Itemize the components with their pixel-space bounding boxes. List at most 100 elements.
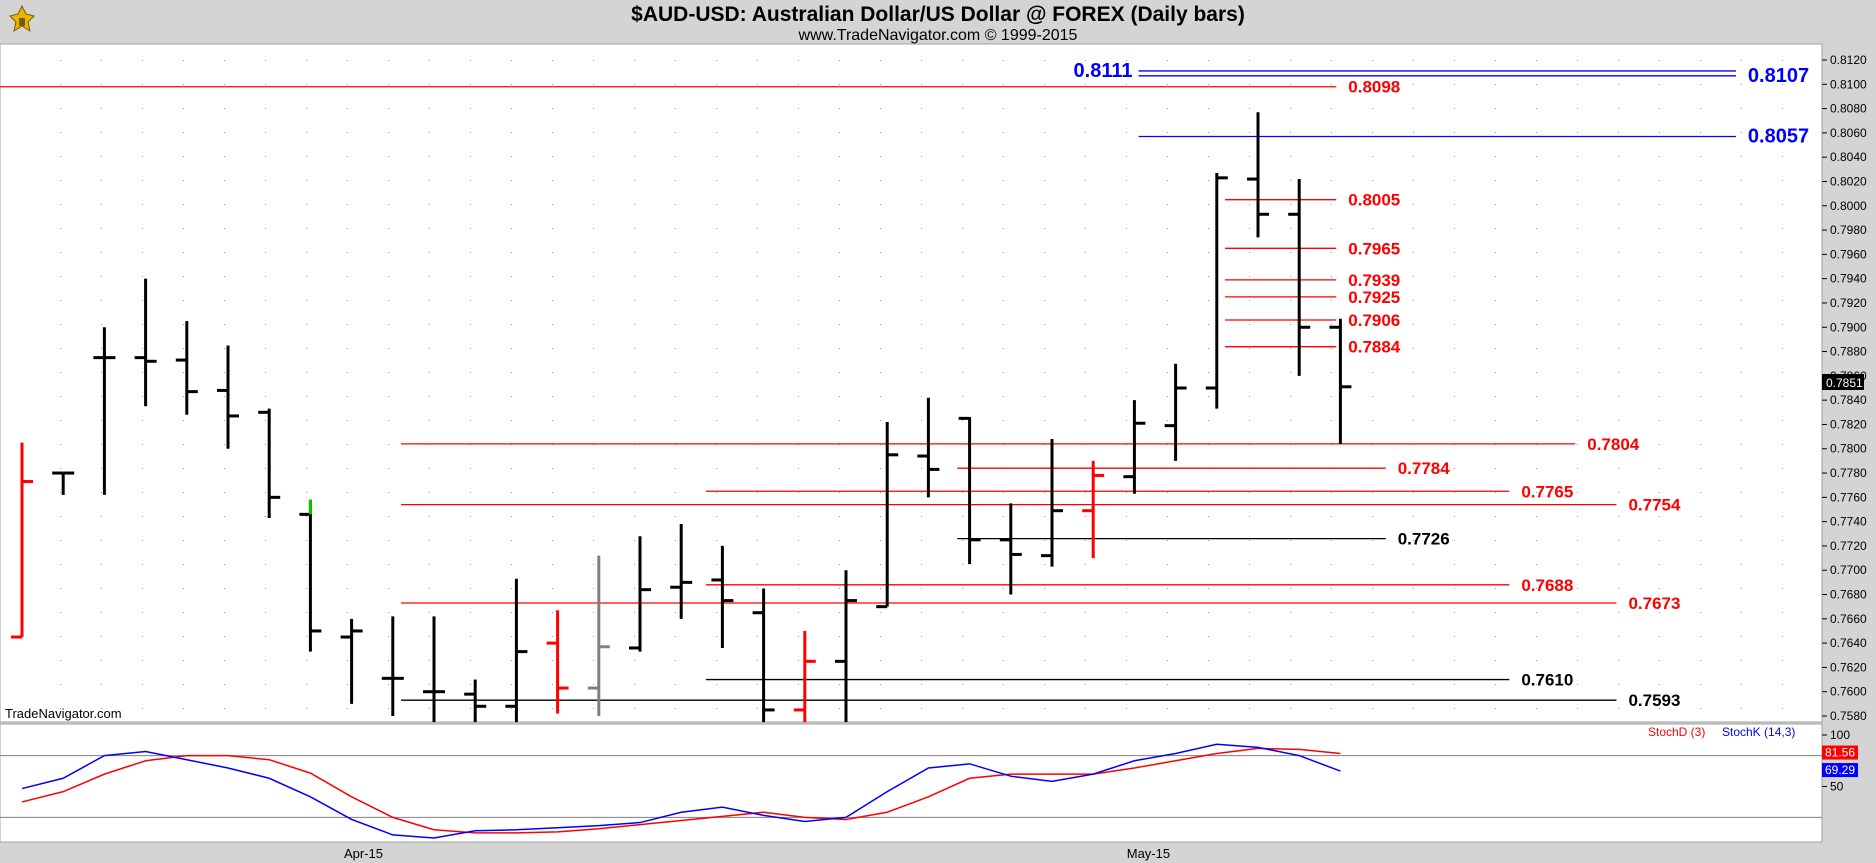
- grid-dot: [388, 324, 389, 325]
- grid-dot: [142, 516, 143, 517]
- grid-dot: [1659, 420, 1660, 421]
- grid-dot: [1044, 60, 1045, 61]
- grid-dot: [60, 660, 61, 661]
- grid-dot: [265, 180, 266, 181]
- grid-dot: [593, 708, 594, 709]
- grid-dot: [634, 228, 635, 229]
- grid-dot: [1495, 348, 1496, 349]
- grid-dot: [470, 492, 471, 493]
- grid-dot: [1495, 300, 1496, 301]
- grid-dot: [224, 156, 225, 157]
- grid-dot: [265, 564, 266, 565]
- grid-dot: [142, 324, 143, 325]
- grid-dot: [675, 708, 676, 709]
- grid-dot: [347, 492, 348, 493]
- grid-dot: [1372, 60, 1373, 61]
- grid-dot: [880, 564, 881, 565]
- grid-dot: [388, 420, 389, 421]
- grid-dot: [347, 180, 348, 181]
- grid-dot: [1413, 108, 1414, 109]
- grid-dot: [60, 516, 61, 517]
- grid-dot: [1577, 660, 1578, 661]
- grid-dot: [880, 396, 881, 397]
- grid-dot: [1249, 300, 1250, 301]
- grid-dot: [1700, 108, 1701, 109]
- grid-dot: [1536, 708, 1537, 709]
- grid-dot: [511, 588, 512, 589]
- grid-dot: [880, 540, 881, 541]
- grid-dot: [593, 468, 594, 469]
- grid-dot: [1126, 684, 1127, 685]
- grid-dot: [962, 660, 963, 661]
- grid-dot: [265, 108, 266, 109]
- grid-dot: [552, 564, 553, 565]
- grid-dot: [798, 324, 799, 325]
- level-lines: 0.8111 0.8107 0.8057 0.8098 0.8005 0.7965 0.79…: [0, 60, 1809, 710]
- grid-dot: [716, 252, 717, 253]
- grid-dot: [1331, 348, 1332, 349]
- grid-dot: [429, 372, 430, 373]
- grid-dot: [1331, 156, 1332, 157]
- grid-dot: [142, 420, 143, 421]
- grid-dot: [470, 180, 471, 181]
- grid-dot: [1044, 348, 1045, 349]
- grid-dot: [183, 660, 184, 661]
- grid-dot: [306, 252, 307, 253]
- grid-dot: [798, 108, 799, 109]
- grid-dot: [1044, 252, 1045, 253]
- grid-dot: [1413, 228, 1414, 229]
- grid-dot: [1536, 396, 1537, 397]
- grid-dot: [388, 60, 389, 61]
- grid-dot: [757, 564, 758, 565]
- grid-dot: [1413, 636, 1414, 637]
- grid-dot: [552, 492, 553, 493]
- grid-dot: [1208, 60, 1209, 61]
- grid-dot: [1577, 180, 1578, 181]
- grid-dot: [1413, 684, 1414, 685]
- grid-dot: [716, 84, 717, 85]
- grid-dot: [306, 60, 307, 61]
- grid-dot: [142, 444, 143, 445]
- grid-dot: [1700, 348, 1701, 349]
- level-label: 0.7906: [1348, 311, 1400, 330]
- grid-dot: [265, 132, 266, 133]
- grid-dot: [1003, 516, 1004, 517]
- grid-dot: [511, 708, 512, 709]
- grid-dot: [1249, 348, 1250, 349]
- grid-dot: [921, 60, 922, 61]
- grid-dot: [1044, 564, 1045, 565]
- grid-dot: [1167, 108, 1168, 109]
- grid-dot: [593, 276, 594, 277]
- grid-dot: [962, 132, 963, 133]
- grid-dot: [798, 564, 799, 565]
- grid-dot: [470, 324, 471, 325]
- grid-dot: [1618, 444, 1619, 445]
- grid-dot: [716, 396, 717, 397]
- grid-dot: [921, 612, 922, 613]
- grid-dot: [429, 228, 430, 229]
- grid-dot: [511, 276, 512, 277]
- stoch-line: [21, 747, 1341, 834]
- grid-dot: [757, 324, 758, 325]
- grid-dot: [306, 684, 307, 685]
- grid-dot: [1659, 252, 1660, 253]
- grid-dot: [1659, 684, 1660, 685]
- grid-dot: [675, 324, 676, 325]
- grid-dot: [634, 348, 635, 349]
- grid-dot: [1372, 252, 1373, 253]
- grid-dot: [347, 204, 348, 205]
- grid-dot: [101, 684, 102, 685]
- grid-dot: [1495, 60, 1496, 61]
- grid-dot: [798, 684, 799, 685]
- grid-dot: [1618, 684, 1619, 685]
- grid-dot: [224, 324, 225, 325]
- grid-dot: [675, 348, 676, 349]
- grid-dot: [1044, 372, 1045, 373]
- grid-dot: [1249, 396, 1250, 397]
- grid-dot: [388, 348, 389, 349]
- grid-dot: [675, 684, 676, 685]
- grid-dot: [757, 516, 758, 517]
- grid-dot: [101, 492, 102, 493]
- grid-dot: [1741, 300, 1742, 301]
- grid-dot: [921, 660, 922, 661]
